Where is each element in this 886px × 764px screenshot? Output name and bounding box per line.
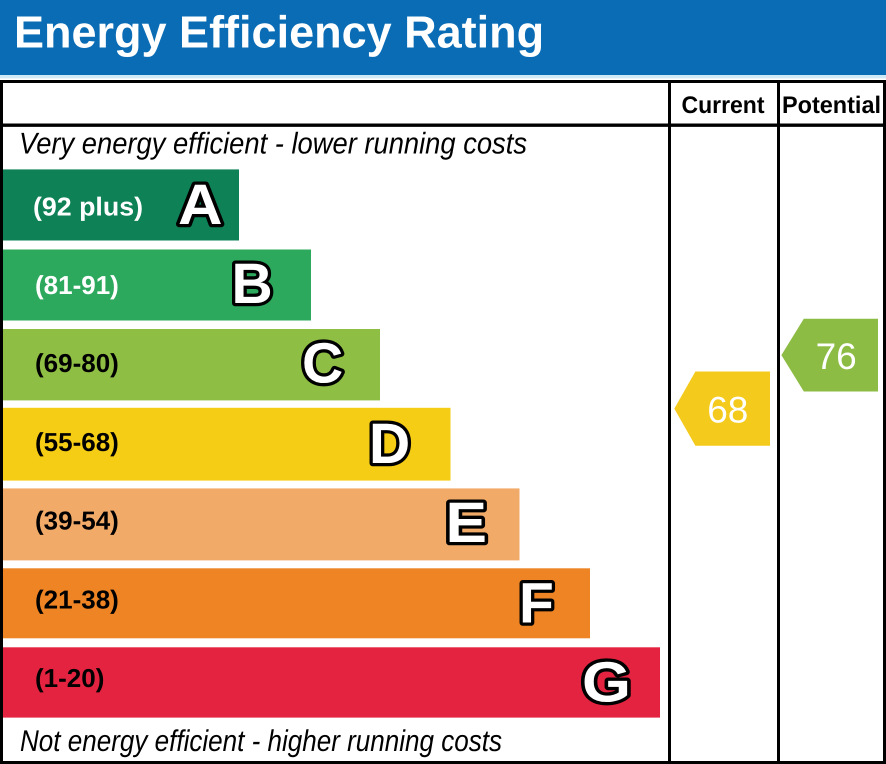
svg-text:F: F [519, 572, 554, 636]
svg-text:Very energy efficient - lower: Very energy efficient - lower running co… [19, 127, 527, 160]
svg-text:(21-38): (21-38) [35, 585, 119, 615]
svg-text:Not energy efficient - higher: Not energy efficient - higher running co… [20, 725, 502, 758]
svg-text:(92 plus): (92 plus) [33, 192, 143, 222]
svg-text:(39-54): (39-54) [35, 506, 119, 536]
svg-text:68: 68 [707, 390, 748, 431]
svg-text:Energy Efficiency Rating: Energy Efficiency Rating [14, 7, 544, 58]
svg-text:A: A [178, 173, 223, 237]
svg-text:(81-91): (81-91) [35, 270, 119, 300]
svg-text:76: 76 [816, 336, 857, 377]
svg-text:(69-80): (69-80) [35, 348, 119, 378]
svg-text:Current: Current [682, 92, 765, 119]
svg-text:G: G [582, 651, 631, 715]
svg-text:(55-68): (55-68) [35, 427, 119, 457]
svg-text:E: E [446, 491, 488, 555]
svg-text:Potential: Potential [782, 92, 881, 119]
svg-text:(1-20): (1-20) [35, 663, 104, 693]
svg-text:B: B [232, 252, 273, 316]
svg-text:C: C [302, 332, 343, 396]
svg-text:D: D [369, 412, 410, 476]
